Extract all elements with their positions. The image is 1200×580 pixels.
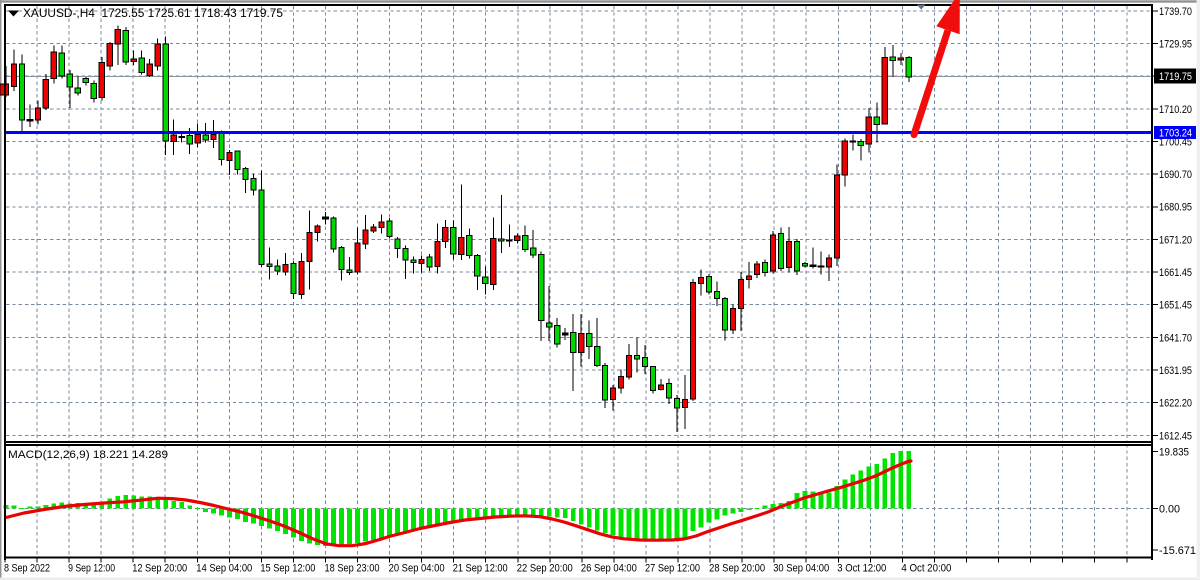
svg-text:1690.70: 1690.70 [1159, 169, 1192, 181]
svg-text:21 Sep 12:00: 21 Sep 12:00 [453, 563, 508, 575]
svg-text:3 Oct 12:00: 3 Oct 12:00 [837, 563, 886, 575]
svg-text:1703.24: 1703.24 [1159, 128, 1192, 140]
svg-text:1710.20: 1710.20 [1159, 104, 1192, 116]
svg-text:15 Sep 12:00: 15 Sep 12:00 [260, 563, 315, 575]
svg-text:0.00: 0.00 [1159, 503, 1180, 515]
svg-text:1671.20: 1671.20 [1159, 234, 1192, 246]
svg-text:30 Sep 04:00: 30 Sep 04:00 [773, 563, 829, 575]
svg-text:1622.20: 1622.20 [1159, 398, 1192, 410]
svg-text:1651.45: 1651.45 [1159, 300, 1192, 312]
svg-text:MACD(12,26,9) 18.221 14.289: MACD(12,26,9) 18.221 14.289 [8, 449, 168, 461]
svg-text:18 Sep 23:00: 18 Sep 23:00 [325, 563, 380, 575]
svg-text:1729.95: 1729.95 [1159, 39, 1192, 51]
svg-text:12 Sep 20:00: 12 Sep 20:00 [132, 563, 187, 575]
svg-text:1739.70: 1739.70 [1159, 6, 1192, 18]
svg-text:19.835: 19.835 [1159, 447, 1189, 459]
svg-text:1612.45: 1612.45 [1159, 430, 1192, 442]
svg-text:1661.45: 1661.45 [1159, 267, 1192, 279]
svg-text:4 Oct 20:00: 4 Oct 20:00 [901, 563, 951, 575]
svg-text:-15.671: -15.671 [1159, 545, 1196, 557]
svg-text:XAUUSD-,H4 1725.55 1725.61 17: XAUUSD-,H4 1725.55 1725.61 1718.43 1719.… [23, 7, 283, 20]
svg-text:1700.45: 1700.45 [1159, 136, 1192, 148]
svg-text:20 Sep 04:00: 20 Sep 04:00 [389, 563, 445, 575]
svg-text:28 Sep 20:00: 28 Sep 20:00 [709, 563, 765, 575]
svg-text:1641.70: 1641.70 [1159, 332, 1192, 344]
svg-text:27 Sep 12:00: 27 Sep 12:00 [645, 563, 700, 575]
svg-text:1680.95: 1680.95 [1159, 202, 1192, 214]
svg-text:22 Sep 20:00: 22 Sep 20:00 [517, 563, 573, 575]
svg-text:1631.95: 1631.95 [1159, 365, 1192, 377]
svg-text:26 Sep 04:00: 26 Sep 04:00 [581, 563, 637, 575]
svg-text:1719.75: 1719.75 [1159, 71, 1192, 83]
svg-text:9 Sep 12:00: 9 Sep 12:00 [68, 563, 115, 575]
svg-text:8 Sep 2022: 8 Sep 2022 [4, 563, 50, 575]
svg-text:14 Sep 04:00: 14 Sep 04:00 [196, 563, 252, 575]
